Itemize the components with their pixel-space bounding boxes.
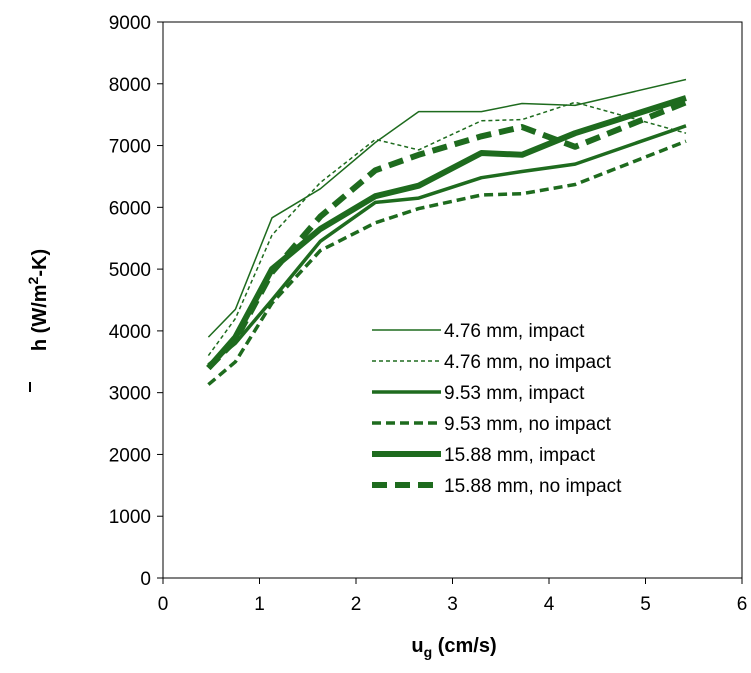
series-line-6 <box>206 99 688 371</box>
legend-label-3: 9.53 mm, impact <box>444 383 585 404</box>
legend-label-5: 15.88 mm, impact <box>444 445 596 466</box>
y-tick-label: 7000 <box>109 137 151 158</box>
y-tick-label: 1000 <box>109 507 151 528</box>
y-axis-title-group: h (W/m2-K) <box>25 249 51 392</box>
ticks-group: 0 1 2 3 4 5 6 0 1000 2000 3000 4000 5000 6000 7000 8000… <box>109 13 748 615</box>
x-tick-label: 4 <box>544 594 555 615</box>
legend-label-2: 4.76 mm, no impact <box>444 352 612 373</box>
y-tick-label: 0 <box>140 569 151 590</box>
x-tick-label: 3 <box>447 594 458 615</box>
legend-label-6: 15.88 mm, no impact <box>444 476 622 497</box>
series-line-1 <box>207 78 687 338</box>
legend: 4.76 mm, impact 4.76 mm, no impact 9.53 mm… <box>372 321 622 497</box>
series-group <box>206 78 688 386</box>
y-axis-title-rest: (W/m <box>29 284 51 338</box>
series-line-3 <box>207 124 687 367</box>
legend-label-4: 9.53 mm, no impact <box>444 414 612 435</box>
y-axis-title: h (W/m2-K) <box>25 249 51 351</box>
y-tick-label: 5000 <box>109 260 151 281</box>
y-tick-label: 3000 <box>109 384 151 405</box>
x-tick-label: 2 <box>351 594 362 615</box>
x-tick-label: 5 <box>640 594 651 615</box>
y-axis-title-end: -K) <box>29 249 51 277</box>
y-tick-label: 2000 <box>109 445 151 466</box>
x-axis-title-rest: (cm/s) <box>432 635 496 657</box>
x-tick-label: 1 <box>254 594 265 615</box>
x-axis-title-main: u <box>411 635 423 657</box>
y-tick-label: 4000 <box>109 322 151 343</box>
legend-label-1: 4.76 mm, impact <box>444 321 585 342</box>
y-axis-title-main: h <box>29 339 51 351</box>
y-tick-label: 9000 <box>109 13 151 34</box>
x-tick-label: 0 <box>158 594 169 615</box>
axes-group <box>157 21 743 584</box>
y-axis-title-sup: 2 <box>25 276 41 284</box>
y-tick-label: 6000 <box>109 198 151 219</box>
series-line-2 <box>207 101 687 357</box>
x-axis-title-sub: g <box>424 644 433 660</box>
y-tick-label: 8000 <box>109 75 151 96</box>
series-line-4 <box>207 139 687 386</box>
x-tick-label: 6 <box>737 594 748 615</box>
x-axis-title: ug (cm/s) <box>411 635 496 660</box>
